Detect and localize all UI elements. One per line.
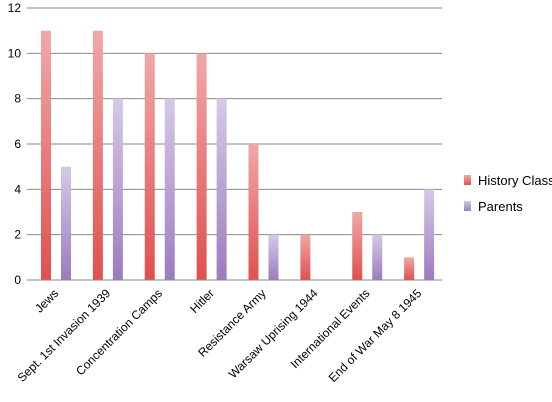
legend-swatch-history-class xyxy=(464,175,471,185)
y-tick-label-10: 10 xyxy=(8,46,22,60)
bar-parents-international-events xyxy=(372,234,383,280)
bar-history-class-jews xyxy=(41,30,51,280)
legend-swatch-parents xyxy=(464,201,471,211)
bar-parents-end-of-war-may-8-1945 xyxy=(424,189,435,280)
bar-history-class-international-events xyxy=(352,212,363,280)
y-tick-label-8: 8 xyxy=(14,92,21,106)
y-tick-label-2: 2 xyxy=(14,228,21,242)
x-tick-label-warsaw-uprising-1944: Warsaw Uprising 1944 xyxy=(226,286,321,381)
bar-parents-jews xyxy=(61,166,71,280)
x-tick-label-sept-1st-invasion-1939: Sept. 1st Invasion 1939 xyxy=(15,286,114,385)
legend-label-parents: Parents xyxy=(478,199,523,214)
x-tick-label-concentration-camps: Concentration Camps xyxy=(73,286,165,378)
bar-history-class-warsaw-uprising-1944 xyxy=(300,234,311,280)
bar-parents-concentration-camps xyxy=(164,98,175,281)
bar-parents-resistance-army xyxy=(268,234,279,280)
bars xyxy=(41,30,435,281)
y-tick-label-6: 6 xyxy=(14,137,21,151)
y-tick-label-12: 12 xyxy=(8,1,22,15)
x-tick-label-end-of-war-may-8-1945: End of War May 8 1945 xyxy=(326,286,425,385)
bar-history-class-resistance-army xyxy=(248,144,259,280)
bar-history-class-sept-1st-invasion-1939 xyxy=(92,30,103,280)
y-tick-label-0: 0 xyxy=(14,273,21,287)
bar-parents-sept-1st-invasion-1939 xyxy=(112,98,123,281)
legend: History Class Parents xyxy=(464,173,552,214)
gridlines xyxy=(27,7,442,236)
bar-parents-hitler xyxy=(216,98,227,281)
x-tick-label-jews: Jews xyxy=(32,286,61,315)
y-tick-label-4: 4 xyxy=(14,182,21,196)
x-tick-label-hitler: Hitler xyxy=(187,286,217,316)
y-axis-ticks: 0 2 4 6 8 10 12 xyxy=(8,1,22,287)
bar-history-class-end-of-war-may-8-1945 xyxy=(404,257,415,280)
bar-history-class-hitler xyxy=(196,53,207,281)
legend-label-history-class: History Class xyxy=(478,173,552,188)
bar-history-class-concentration-camps xyxy=(144,53,155,281)
